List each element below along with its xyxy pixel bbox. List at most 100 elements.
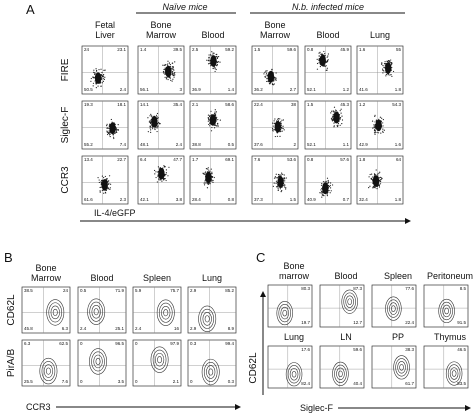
event-dot [273, 122, 275, 124]
contour [203, 362, 218, 382]
event-dot [325, 180, 327, 182]
contour [445, 361, 463, 386]
event-cluster [210, 55, 217, 67]
quadrant-value: 1.8 [395, 87, 402, 92]
x-axis-label: IL-4/eGFP [94, 208, 136, 218]
event-dot [208, 56, 210, 58]
event-dot [381, 177, 383, 180]
event-dot [378, 184, 380, 186]
event-dot [172, 67, 174, 69]
event-cluster [109, 122, 116, 135]
event-dot [327, 59, 329, 61]
panel-letter: C [256, 250, 265, 265]
event-dot [217, 56, 220, 58]
event-dot [331, 117, 333, 119]
contour [347, 298, 352, 305]
event-dot [109, 135, 111, 138]
event-dot [327, 181, 330, 184]
event-dot [173, 76, 175, 78]
event-dot [205, 168, 208, 170]
event-dot [384, 61, 386, 63]
event-dot [374, 125, 376, 127]
event-dot [321, 191, 323, 193]
event-dot [273, 83, 275, 85]
event-dot [277, 176, 279, 178]
event-dot [330, 190, 332, 192]
plot-frame [81, 100, 129, 150]
event-dot [384, 71, 386, 73]
event-dot [281, 190, 283, 192]
event-dot [282, 125, 284, 127]
event-dot [102, 80, 104, 82]
event-dot [215, 120, 218, 122]
event-dot [391, 66, 393, 69]
event-dot [368, 176, 370, 178]
quadrant-value: 53.5 [457, 381, 466, 386]
event-dot [216, 116, 218, 118]
event-dot [167, 64, 169, 66]
event-dot [327, 53, 329, 55]
column-title: Thymus [434, 332, 467, 342]
event-dot [333, 110, 335, 112]
quadrant-value: 19.3 [84, 102, 93, 107]
event-dot [319, 192, 321, 194]
event-dot [383, 63, 386, 65]
event-dot [97, 177, 99, 179]
contour [39, 357, 58, 385]
event-dot [213, 113, 216, 115]
quadrant-value: 52.1 [307, 87, 316, 92]
event-dot [171, 72, 174, 74]
event-dot [158, 179, 160, 181]
event-dot [381, 62, 383, 64]
contour [282, 309, 288, 317]
event-dot [274, 135, 276, 138]
event-dot [165, 179, 167, 182]
event-dot [273, 177, 276, 179]
quadrant-value: 1.8 [359, 157, 366, 162]
quadrant-value: 80.3 [301, 286, 310, 291]
event-dot [373, 124, 375, 126]
event-dot [330, 112, 332, 114]
event-dot [325, 61, 327, 63]
event-dot [379, 179, 381, 181]
event-dot [337, 124, 339, 126]
quadrant-value: 23.1 [117, 47, 126, 52]
column-title: PP [392, 332, 404, 342]
event-dot [336, 125, 338, 127]
event-dot [154, 128, 156, 130]
event-dot [155, 171, 157, 173]
event-dot [156, 112, 159, 115]
event-dot [374, 128, 376, 130]
column-title: Liver [95, 30, 115, 40]
quadrant-value: 36.9 [192, 87, 201, 92]
event-dot [214, 67, 216, 69]
event-dot [94, 73, 96, 76]
quadrant-value: 3.8 [176, 197, 183, 202]
quadrant-value: 53.6 [287, 157, 296, 162]
event-cluster [274, 120, 282, 133]
quadrant-value: 2.3 [120, 197, 127, 202]
event-dot [173, 69, 175, 71]
event-dot [107, 127, 109, 129]
event-dot [208, 54, 210, 56]
event-dot [372, 176, 374, 178]
quadrant-value: 50.5 [84, 87, 93, 92]
event-dot [382, 122, 384, 124]
quadrant-value: 22.4 [405, 320, 414, 325]
event-dot [115, 131, 117, 133]
event-dot [108, 182, 110, 185]
event-dot [279, 188, 281, 190]
event-dot [372, 186, 374, 188]
contour [204, 315, 210, 323]
event-dot [371, 178, 373, 180]
quadrant-value: 57.6 [340, 157, 349, 162]
quadrant-value: 2.4 [135, 326, 142, 331]
event-dot [106, 130, 108, 132]
event-dot [94, 72, 96, 74]
contour [336, 367, 345, 381]
quadrant-value: 47.7 [173, 157, 182, 162]
event-dot [112, 136, 115, 138]
event-dot [275, 182, 277, 185]
event-dot [373, 186, 375, 188]
event-dot [285, 187, 287, 189]
